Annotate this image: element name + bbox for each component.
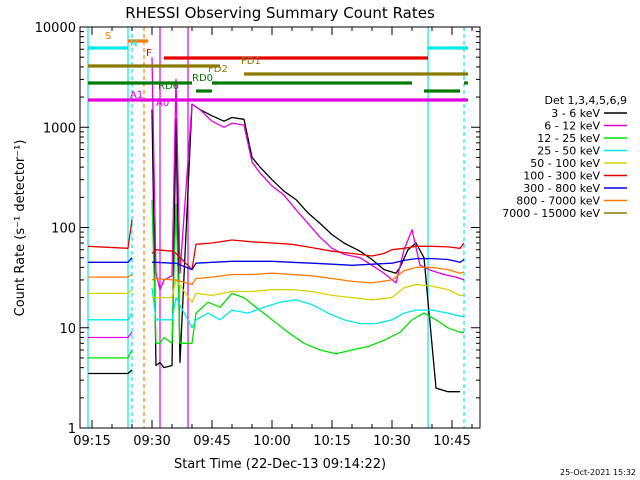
legend-label: 12 - 25 keV	[537, 132, 600, 145]
y-tick-label: 100	[51, 222, 76, 237]
flag-label: RD6	[158, 81, 179, 92]
legend-label: 100 - 300 keV	[523, 170, 600, 183]
flag-label: RD0	[192, 73, 213, 84]
legend-label: 25 - 50 keV	[537, 145, 600, 158]
series-line	[88, 266, 465, 286]
y-tick-label: 1000	[43, 121, 76, 136]
chart-title: RHESSI Observing Summary Count Rates	[125, 4, 435, 22]
x-tick-label: 10:00	[253, 434, 290, 449]
x-tick-label: 10:30	[373, 434, 410, 449]
series-line	[88, 103, 460, 393]
x-tick-label: 09:30	[133, 434, 170, 449]
flag-label: A1	[130, 90, 143, 101]
flag-label: F	[146, 48, 152, 59]
timestamp: 25-Oct-2021 15:32	[560, 468, 636, 477]
x-tick-label: 09:15	[73, 434, 110, 449]
y-tick-label: 1	[68, 422, 76, 437]
flag-label: A0	[156, 98, 169, 109]
legend-label: 800 - 7000 keV	[516, 195, 600, 208]
flag-label: N	[130, 38, 137, 49]
x-tick-label: 09:45	[193, 434, 230, 449]
x-tick-label: 10:15	[313, 434, 350, 449]
x-tick-label: 10:45	[433, 434, 470, 449]
y-tick-label: 10000	[35, 21, 76, 36]
legend-label: 6 - 12 keV	[544, 120, 600, 133]
legend-label: 7000 - 15000 keV	[502, 207, 600, 220]
series-line	[88, 199, 464, 359]
series-line	[88, 279, 464, 303]
series-line	[88, 287, 464, 329]
legend-label: 50 - 100 keV	[530, 157, 600, 170]
series-line	[88, 257, 465, 271]
flag-label: FD1	[241, 56, 261, 67]
series-line	[87, 219, 465, 271]
legend-title: Det 1,3,4,5,6,9	[544, 94, 627, 107]
flag-label: FD2	[208, 64, 228, 75]
legend-label: 300 - 800 keV	[523, 182, 600, 195]
series-line	[88, 57, 465, 339]
x-axis-label: Start Time (22-Dec-13 09:14:22)	[174, 457, 386, 472]
y-axis-label: Count Rate (s⁻¹ detector⁻¹)	[13, 140, 28, 317]
legend-label: 3 - 6 keV	[551, 107, 600, 120]
flag-label: S	[105, 31, 111, 42]
y-tick-label: 10	[59, 322, 76, 337]
